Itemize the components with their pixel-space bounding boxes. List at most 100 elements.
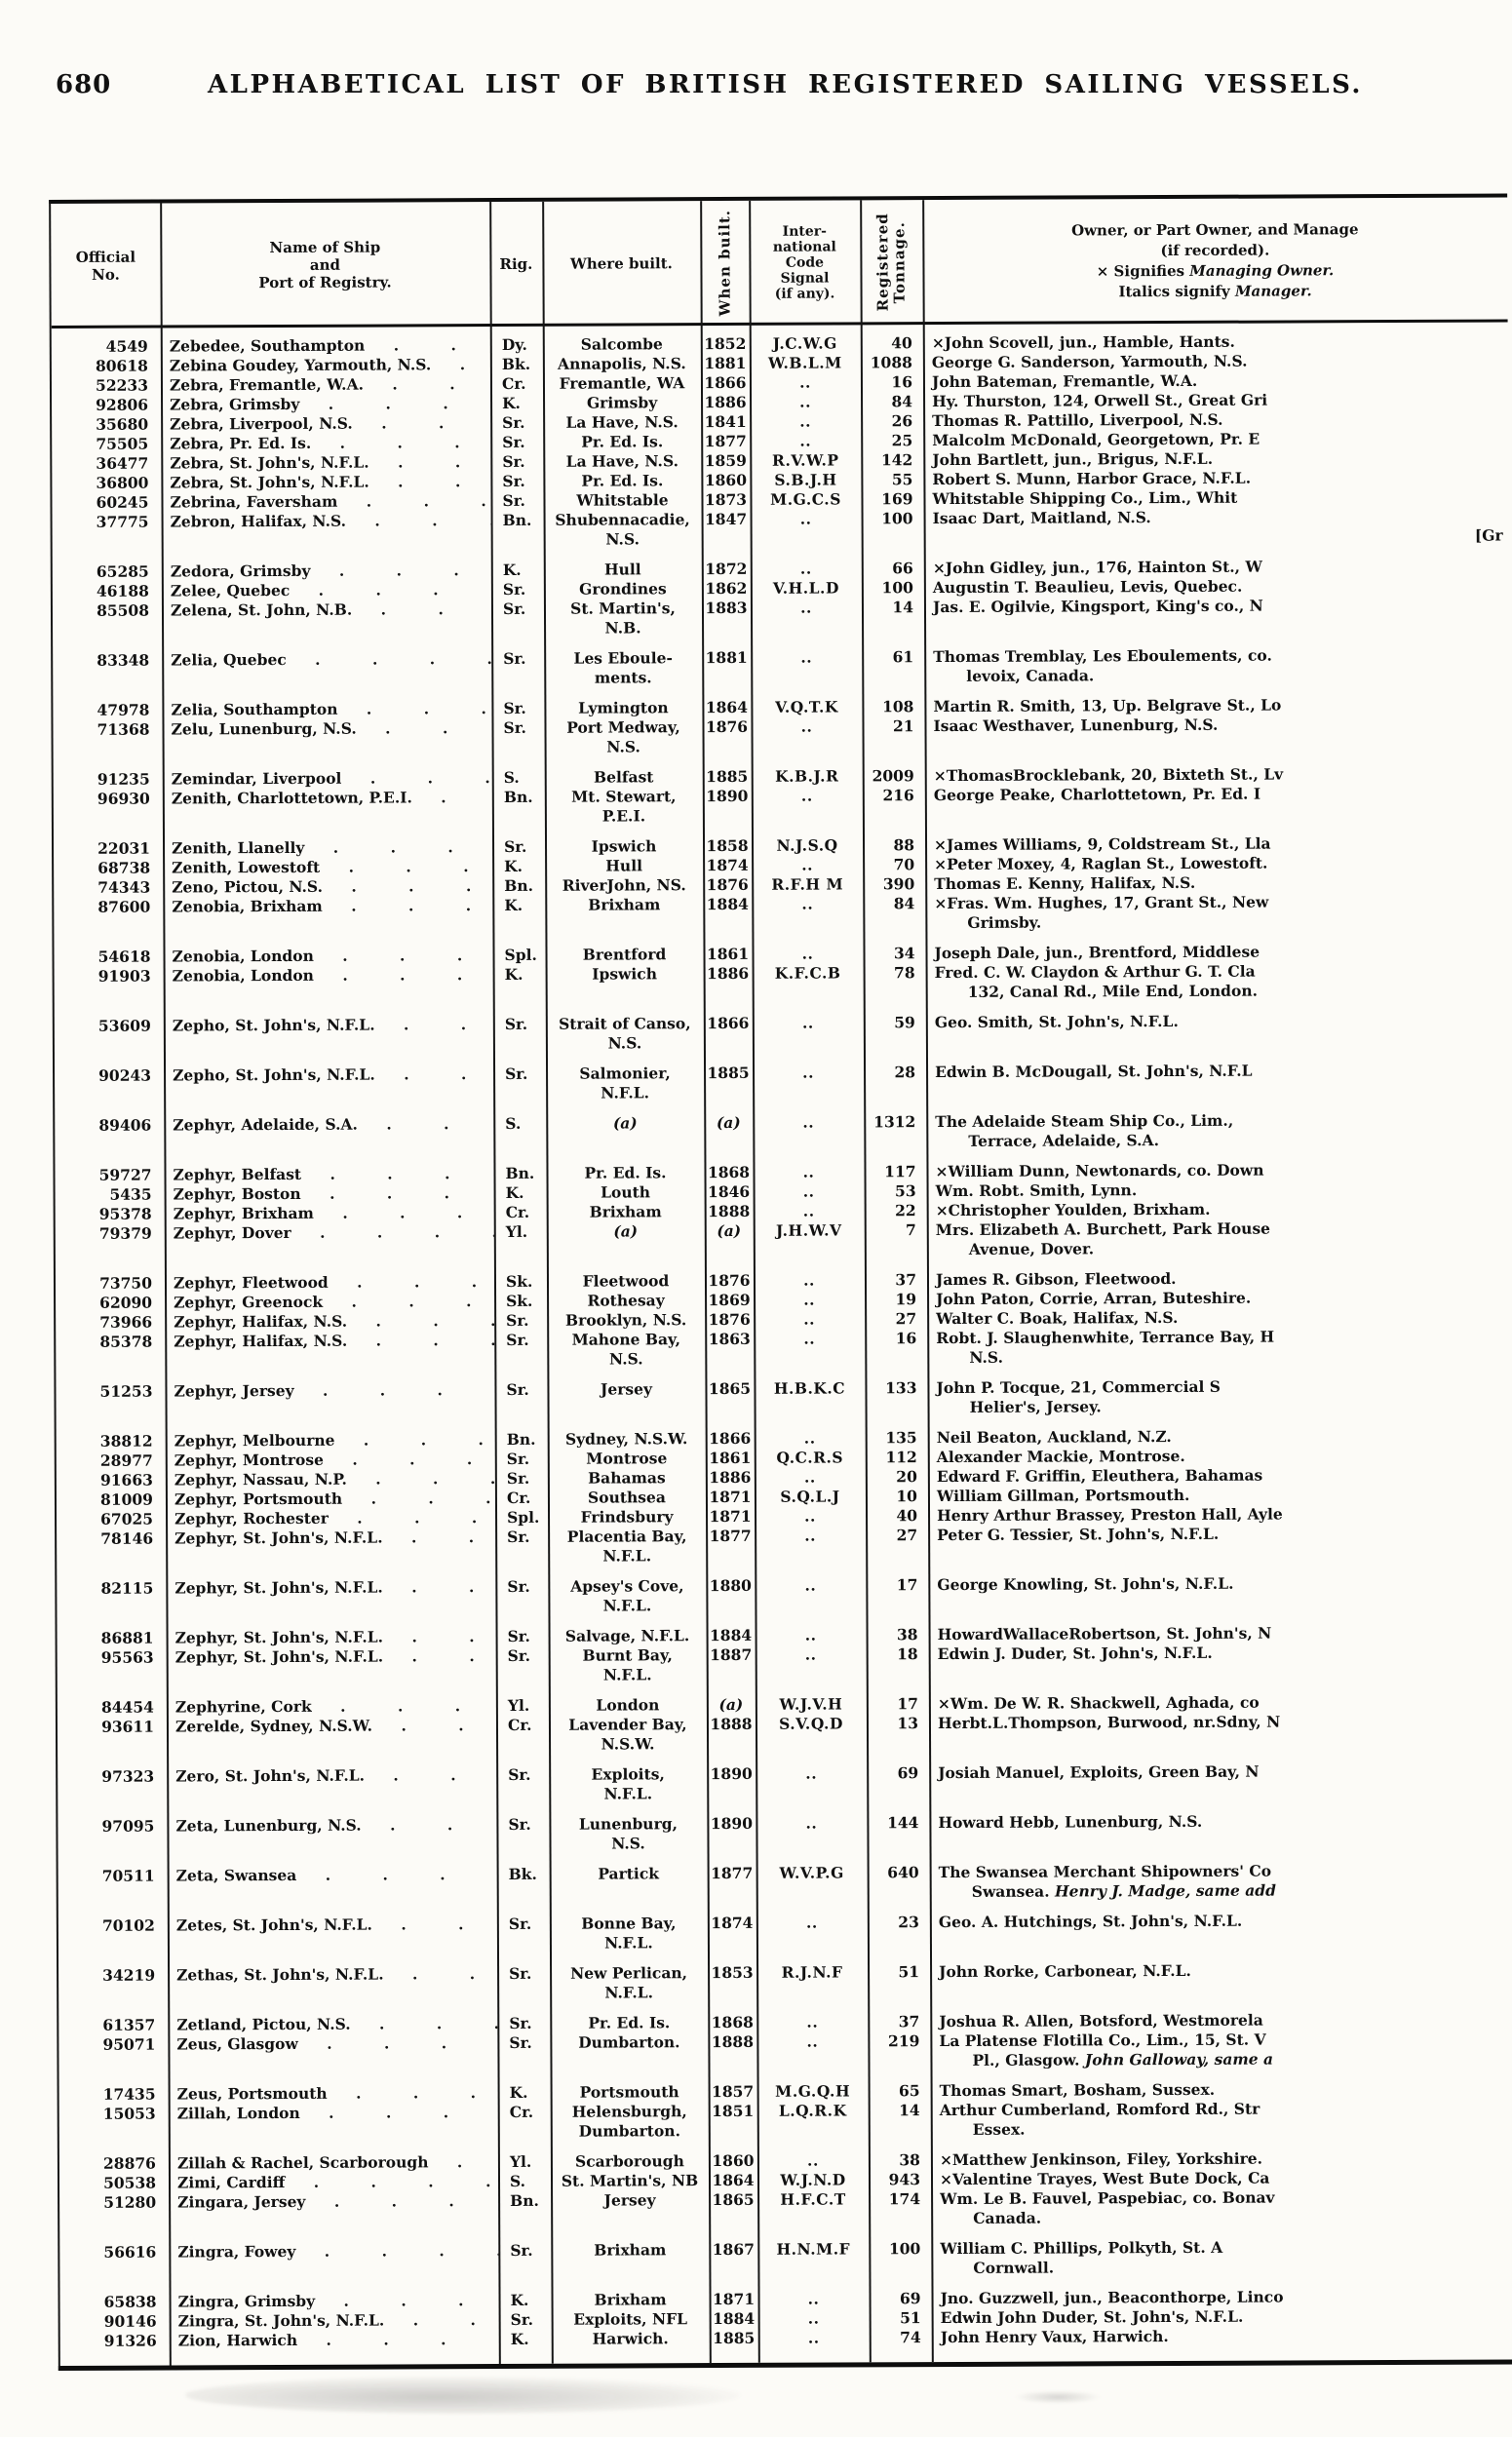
cell-when-built: 1877 bbox=[709, 1526, 752, 1546]
dot-leader bbox=[362, 1815, 497, 1835]
cell-tonnage: 14 bbox=[892, 598, 914, 617]
cell-when-built: 1888 bbox=[710, 1714, 753, 1734]
cell-owner: Thomas Smart, Bosham, Sussex. bbox=[939, 2079, 1216, 2101]
cell-when-built: (a) bbox=[717, 1220, 742, 1241]
cell-where-built: Portsmouth bbox=[579, 2082, 679, 2102]
cell-owner: Jas. E. Ogilvie, Kingsport, King's co., … bbox=[932, 596, 1263, 617]
cell-official-no: 65285 bbox=[96, 561, 149, 581]
cell-rig: Sr. bbox=[506, 1310, 529, 1330]
cell-ship-name: Zelia, Quebec bbox=[162, 649, 491, 689]
dot-leader bbox=[347, 1311, 494, 1331]
cell-where-built: Jersey bbox=[600, 1379, 652, 1399]
cell-rig: Bn. bbox=[505, 1163, 535, 1182]
cell-ship-name: Zenith, Llanelly bbox=[163, 837, 492, 858]
cell-official-no: 34219 bbox=[102, 1965, 156, 1985]
dot-leader bbox=[375, 1064, 493, 1084]
cell-where-built: Annapolis, N.S. bbox=[557, 354, 686, 373]
cell-tonnage: 59 bbox=[894, 1013, 915, 1032]
cell-code-signal: .. bbox=[801, 855, 814, 874]
cell-code-signal: .. bbox=[800, 716, 813, 736]
cell-official-no: 87600 bbox=[97, 897, 151, 916]
cell-code-signal: .. bbox=[804, 1644, 817, 1664]
cell-official-no: 59727 bbox=[98, 1165, 152, 1184]
cell-tonnage: 390 bbox=[882, 874, 915, 894]
dot-leader bbox=[314, 946, 493, 965]
cell-official-no: 91326 bbox=[103, 2331, 157, 2350]
cell-owner: Edwin John Duder, St. John's, N.F.L. bbox=[940, 2306, 1244, 2328]
dot-leader bbox=[295, 2241, 498, 2261]
cell-owner: The Adelaide Steam Ship Co., Lim., Terrac… bbox=[935, 1110, 1234, 1150]
cell-where-built: Brixham bbox=[594, 2290, 667, 2309]
cell-official-no: 28977 bbox=[99, 1451, 153, 1470]
cell-official-no: 73750 bbox=[99, 1273, 153, 1293]
cell-code-signal: .. bbox=[805, 1763, 818, 1783]
cell-rig: Sr. bbox=[502, 451, 525, 471]
cell-official-no: 92806 bbox=[96, 395, 149, 414]
cell-official-no: 89406 bbox=[98, 1115, 152, 1135]
cell-code-signal: M.G.C.S bbox=[770, 489, 841, 509]
dot-leader bbox=[297, 2330, 499, 2349]
cell-where-built: Brixham bbox=[594, 2240, 667, 2260]
cell-rig: Bk. bbox=[508, 1864, 537, 1883]
cell-owner: John Henry Vaux, Harwich. bbox=[940, 2327, 1169, 2347]
cell-code-signal: .. bbox=[807, 2289, 820, 2308]
cell-when-built: 1866 bbox=[704, 372, 747, 393]
cell-owner: Geo. Smith, St. John's, N.F.L. bbox=[934, 1011, 1179, 1032]
cell-ship-name: Zephyr, St. John's, N.F.L. bbox=[167, 1646, 496, 1686]
cell-where-built: St. Martin's, N.B. bbox=[570, 599, 676, 638]
cell-rig: Sr. bbox=[505, 1064, 528, 1083]
header-rig: Rig. bbox=[499, 254, 533, 273]
cell-rig: Sr. bbox=[502, 490, 525, 510]
cell-owner: Edwin J. Duder, St. John's, N.F.L. bbox=[937, 1643, 1213, 1664]
cell-when-built: 1874 bbox=[706, 855, 749, 875]
cell-where-built: Frindsbury bbox=[580, 1507, 674, 1527]
table-row: 93611 Zerelde, Sydney, N.S.W. Cr. Lavend… bbox=[58, 1711, 1512, 1757]
cell-where-built: Louth bbox=[601, 1182, 651, 1202]
cell-tonnage: 61 bbox=[892, 647, 914, 667]
cell-ship-name: Zephyr, Melbourne bbox=[166, 1430, 495, 1451]
cell-official-no: 35680 bbox=[96, 414, 149, 434]
header-code-signal: Inter-national Code Signal (if any). bbox=[772, 223, 836, 302]
cell-when-built: 1847 bbox=[704, 509, 748, 529]
cell-rig: Bn. bbox=[502, 510, 532, 529]
cell-rig: Sr. bbox=[503, 836, 527, 856]
cell-where-built: Pr. Ed. Is. bbox=[581, 471, 664, 490]
dot-leader bbox=[383, 1646, 496, 1666]
cell-where-built: New Perlican, N.F.L. bbox=[570, 1963, 688, 2002]
cell-owner: John Bartlett, jun., Brigus, N.F.L. bbox=[932, 448, 1214, 470]
cell-rig: K. bbox=[504, 895, 523, 914]
cell-ship-name: Zepho, St. John's, N.F.L. bbox=[164, 1064, 493, 1104]
cell-where-built: Salcombe bbox=[580, 334, 663, 354]
dot-leader bbox=[352, 600, 491, 619]
cell-tonnage: 16 bbox=[895, 1329, 917, 1348]
dot-leader bbox=[299, 394, 490, 413]
cell-official-no: 60245 bbox=[96, 492, 149, 512]
cell-where-built: Scarborough bbox=[574, 2151, 684, 2171]
cell-code-signal: .. bbox=[802, 1162, 815, 1181]
cell-rig: Sr. bbox=[507, 1576, 530, 1596]
cell-when-built: 1867 bbox=[712, 2239, 755, 2260]
cell-tonnage: 65 bbox=[898, 2081, 920, 2101]
table-header-row: Official No. Name of Ship and Port of Regis… bbox=[51, 197, 1508, 329]
cell-code-signal: .. bbox=[806, 2012, 819, 2031]
cell-official-no: 70511 bbox=[101, 1866, 155, 1885]
cell-when-built: 1880 bbox=[709, 1575, 752, 1596]
table-row: 85508 Zelena, St. John, N.B. Sr. St. Mar… bbox=[53, 595, 1509, 640]
cell-tonnage: 135 bbox=[885, 1428, 917, 1448]
cell-tonnage: 14 bbox=[899, 2101, 920, 2120]
cell-ship-name: Zebrina, Faversham bbox=[161, 491, 490, 512]
cell-where-built: Brentford bbox=[582, 945, 667, 964]
table-row: 51280 Zingara, Jersey Bn. Jersey 1865 H.… bbox=[59, 2186, 1512, 2232]
dot-leader bbox=[383, 1627, 496, 1646]
cell-where-built: Shubennacadie, N.S. bbox=[555, 510, 690, 549]
dot-leader bbox=[323, 896, 493, 915]
cell-official-no: 83348 bbox=[97, 650, 150, 670]
cell-where-built: Ipswich bbox=[592, 964, 658, 984]
cell-owner: John Paton, Corrie, Arran, Buteshire. bbox=[936, 1288, 1252, 1309]
cell-tonnage: 25 bbox=[891, 431, 913, 450]
cell-tonnage: 38 bbox=[899, 2150, 920, 2170]
cell-where-built: Montrose bbox=[586, 1449, 668, 1468]
cell-rig: K. bbox=[510, 2329, 529, 2348]
cell-official-no: 65838 bbox=[103, 2292, 157, 2311]
cell-rig: K. bbox=[504, 856, 523, 875]
